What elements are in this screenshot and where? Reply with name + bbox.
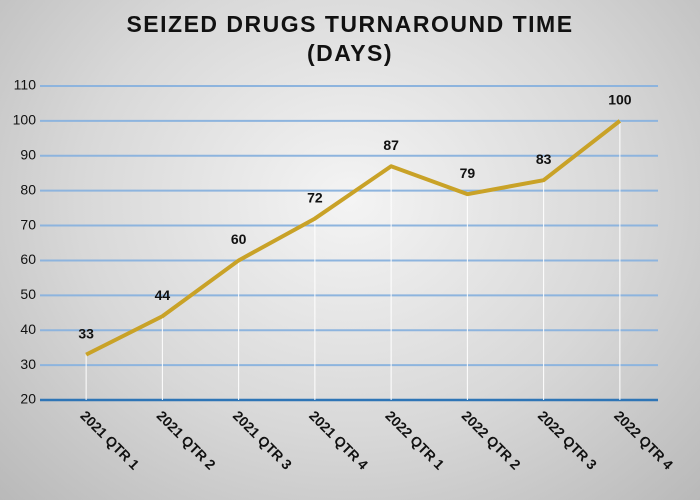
data-label: 60 [231, 231, 247, 247]
data-label: 33 [78, 325, 94, 341]
y-tick-label: 50 [20, 286, 36, 302]
y-tick-label: 80 [20, 181, 36, 197]
x-tick-label: 2021 QTR 4 [306, 407, 371, 472]
y-tick-label: 60 [20, 251, 36, 267]
data-label: 83 [536, 151, 552, 167]
y-tick-label: 100 [13, 112, 37, 128]
y-tick-label: 20 [20, 391, 36, 407]
x-tick-label: 2022 QTR 1 [382, 407, 447, 472]
x-tick-label: 2021 QTR 1 [77, 407, 142, 472]
data-label: 44 [155, 287, 171, 303]
y-tick-label: 40 [20, 321, 36, 337]
y-tick-label: 110 [14, 77, 37, 93]
data-label: 87 [383, 137, 399, 153]
data-label: 72 [307, 189, 323, 205]
data-label: 79 [460, 165, 476, 181]
data-line [85, 119, 622, 357]
chart-title: SEIZED DRUGS TURNAROUND TIME (DAYS) [126, 11, 574, 66]
y-tick-label: 70 [20, 216, 36, 232]
x-tick-label: 2021 QTR 3 [230, 407, 295, 472]
x-tick-label: 2022 QTR 4 [611, 407, 676, 472]
x-tick-label: 2022 QTR 2 [459, 407, 524, 472]
x-tick-label: 2021 QTR 2 [154, 407, 219, 472]
y-tick-label: 30 [20, 356, 36, 372]
x-tick-label: 2022 QTR 3 [535, 407, 600, 472]
y-tick-label: 90 [20, 146, 36, 162]
data-label: 100 [608, 92, 632, 108]
